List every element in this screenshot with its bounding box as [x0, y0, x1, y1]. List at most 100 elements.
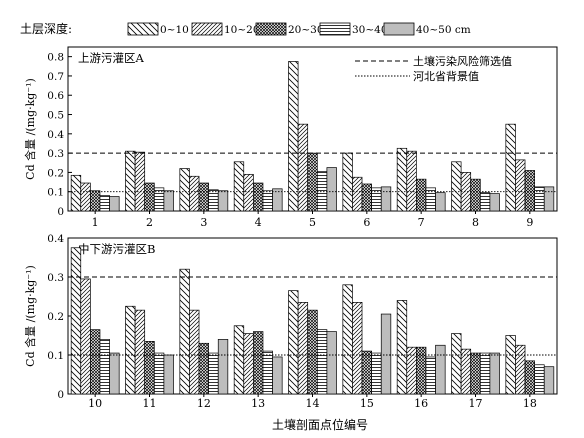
- bar-12-2: [198, 342, 209, 395]
- legend-swatch-1: [191, 22, 223, 36]
- legend: 土层深度: 0~10 cm 10~20 cm 20~30 cm 30~40 cm 40~…: [20, 21, 471, 36]
- bar-18-4: [543, 366, 555, 395]
- bar-5-2: [307, 152, 318, 212]
- x-tick-label: 11: [143, 397, 157, 410]
- x-tick-label: 18: [523, 397, 537, 410]
- bar-11-4: [163, 354, 174, 395]
- panel-upstream-a: 0 0.1 0.2 0.3 0.4 0.5 0.6 0.7 0.8 Cd 含量 /(mg·kg⁻¹…: [23, 46, 558, 229]
- bar-2-0: [125, 150, 136, 212]
- y-tick-label: 0.3: [47, 148, 64, 160]
- bar-5-1: [297, 123, 309, 212]
- panel-title: 中下游污灌区B: [78, 242, 155, 256]
- bar-6-1: [352, 176, 363, 212]
- y-tick-label: 0.2: [47, 167, 64, 179]
- bar-4-1: [243, 173, 254, 212]
- bar-16-4: [435, 344, 446, 395]
- bar-17-4: [489, 352, 500, 395]
- bar-14-2: [307, 309, 318, 395]
- bar-18-1: [515, 344, 526, 395]
- bar-16-1: [406, 346, 417, 395]
- y-tick-label: 0.2: [47, 311, 64, 323]
- y-axis-label: Cd 含量 /(mg·kg⁻¹): [23, 265, 37, 367]
- bar-17-3: [479, 352, 491, 395]
- bar-12-1: [189, 309, 200, 395]
- bar-18-2: [524, 360, 535, 395]
- legend-title: 土层深度:: [20, 21, 72, 36]
- bar-6-4: [380, 186, 392, 212]
- bar-1-2: [90, 190, 101, 212]
- y-tick-label: 0.4: [47, 129, 64, 141]
- panel-downstream-b: 0 0.1 0.2 0.3 0.4 Cd 含量 /(mg·kg⁻¹) 中下游污灌区B 10 11…: [23, 233, 558, 410]
- bar-8-1: [460, 172, 472, 212]
- panel-title: 上游污灌区A: [78, 51, 144, 65]
- bar-12-0: [179, 268, 190, 395]
- bar-3-0: [179, 168, 190, 212]
- bar-5-0: [288, 61, 299, 212]
- bar-15-3: [371, 352, 382, 395]
- y-tick-label: 0.7: [47, 71, 64, 83]
- bar-13-2: [253, 331, 264, 395]
- x-tick-label: 14: [306, 397, 320, 410]
- y-tick-label: 0.6: [47, 90, 64, 102]
- bar-10-4: [109, 352, 120, 395]
- x-tick-label: 16: [414, 397, 428, 410]
- bar-15-4: [380, 313, 392, 395]
- bar-9-0: [505, 123, 516, 212]
- bar-11-1: [134, 309, 146, 395]
- bar-6-2: [361, 183, 372, 212]
- legend-swatch-3: [319, 22, 351, 36]
- x-tick-label: 1: [92, 216, 99, 229]
- bar-17-1: [460, 348, 472, 395]
- bar-7-1: [406, 150, 417, 212]
- bar-8-4: [489, 193, 500, 212]
- y-tick-label: 0: [57, 206, 64, 218]
- x-tick-label: 10: [88, 397, 102, 410]
- bar-2-4: [163, 190, 174, 212]
- x-tick-label: 5: [309, 216, 316, 229]
- bar-14-3: [316, 329, 328, 395]
- legend-swatch-2: [255, 22, 287, 36]
- bar-3-1: [189, 175, 200, 212]
- bar-16-2: [416, 346, 427, 395]
- bar-14-4: [326, 331, 337, 395]
- bar-3-4: [217, 190, 229, 212]
- bar-15-1: [352, 302, 363, 395]
- bar-1-3: [99, 195, 110, 212]
- bar-13-1: [243, 333, 254, 395]
- x-tick-label: 17: [469, 397, 483, 410]
- bar-10-3: [99, 339, 110, 395]
- x-tick-label: 3: [200, 216, 207, 229]
- bar-9-4: [543, 186, 555, 212]
- bar-7-0: [396, 147, 408, 212]
- bar-9-2: [524, 170, 535, 212]
- bar-6-3: [371, 187, 382, 212]
- bar-2-2: [144, 182, 155, 212]
- bar-18-0: [505, 335, 516, 395]
- bar-11-2: [144, 341, 155, 395]
- x-tick-label: 15: [360, 397, 374, 410]
- bar-6-0: [342, 152, 353, 212]
- bar-12-3: [208, 352, 219, 395]
- bar-17-0: [451, 333, 462, 395]
- legend-swatch-4: [383, 22, 415, 36]
- bar-13-0: [233, 325, 245, 395]
- bar-10-0: [70, 247, 82, 395]
- bar-18-3: [534, 364, 545, 395]
- bar-3-2: [198, 182, 209, 212]
- x-tick-label: 12: [197, 397, 211, 410]
- x-tick-label: 6: [363, 216, 370, 229]
- bar-1-1: [80, 182, 91, 212]
- bar-11-0: [125, 305, 136, 395]
- bar-5-3: [316, 171, 328, 212]
- bar-4-3: [262, 190, 273, 212]
- y-tick-label: 0.8: [47, 52, 64, 64]
- bar-13-3: [262, 350, 273, 395]
- bar-16-3: [425, 356, 436, 395]
- y-tick-label: 0.3: [47, 272, 64, 284]
- x-tick-label: 4: [255, 216, 262, 229]
- y-axis-label: Cd 含量 /(mg·kg⁻¹): [23, 78, 37, 180]
- bar-10-1: [80, 278, 91, 395]
- bar-14-1: [297, 302, 309, 395]
- x-tick-label: 7: [418, 216, 425, 229]
